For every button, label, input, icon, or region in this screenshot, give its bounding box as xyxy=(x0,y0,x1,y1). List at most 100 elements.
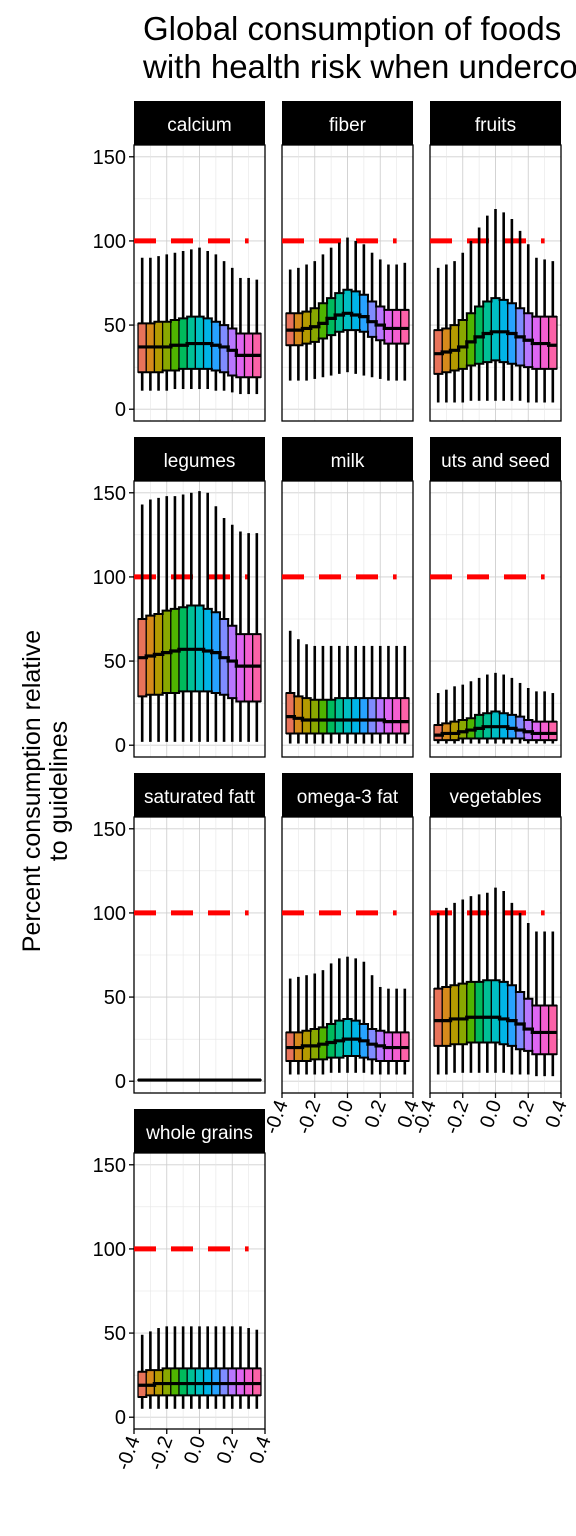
x-tick-label: 0.4 xyxy=(542,1097,572,1131)
facet-panel-whole-grains: whole grains 0 50 100 150 -0.4 -0.2 0.0 0.2 0.4 xyxy=(93,1109,276,1473)
panel-border xyxy=(429,144,562,422)
panel-border xyxy=(429,480,562,758)
hinge-outline-q3 xyxy=(286,692,409,701)
box-milk xyxy=(375,697,386,735)
panel-border xyxy=(281,144,414,422)
box-fiber xyxy=(400,309,410,345)
box-fiber xyxy=(350,290,361,331)
facet-panel-fiber: fiber xyxy=(281,101,414,422)
box-whole-grains xyxy=(252,1367,262,1396)
y-tick-label: 100 xyxy=(93,1239,126,1261)
facet-strip-label: fiber xyxy=(329,115,367,136)
facet-strip-label: saturated fatt xyxy=(144,787,256,808)
box-vegetables xyxy=(548,1004,558,1055)
hinge-outline-q1 xyxy=(286,1054,409,1063)
box-whole-grains xyxy=(161,1367,172,1396)
median-line xyxy=(286,1037,409,1050)
box-whole-grains xyxy=(202,1367,213,1396)
hinge-outline-q3 xyxy=(434,297,557,332)
facet-strip-label: milk xyxy=(331,451,365,472)
facet-strip xyxy=(430,437,561,481)
box-vegetables xyxy=(433,988,443,1047)
box-legumes xyxy=(243,633,254,703)
box-milk xyxy=(359,697,369,735)
box-whole-grains xyxy=(194,1367,205,1396)
hinge-outline-q1 xyxy=(434,359,557,375)
box-milk xyxy=(383,697,394,735)
facet-strip-label: omega-3 fat xyxy=(297,787,399,808)
box-milk xyxy=(400,697,410,735)
box-milk xyxy=(301,697,312,735)
y-tick-label: 0 xyxy=(115,1071,126,1093)
facet-strip xyxy=(134,773,265,817)
facet-panel-fruits: fruits xyxy=(429,101,562,422)
box-whole-grains xyxy=(178,1367,188,1396)
box-whole-grains xyxy=(186,1367,197,1396)
chart-title-line-1: Global consumption of foods xyxy=(143,10,562,47)
facet-strip-label: calcium xyxy=(167,115,231,136)
y-tick-label: 50 xyxy=(104,315,126,337)
median-line xyxy=(138,1381,261,1387)
facet-panel-polyunsaturated-fatty-acids: saturated fatt 0 50 100 150 xyxy=(93,773,266,1094)
box-whole-grains xyxy=(219,1367,229,1396)
box-vegetables xyxy=(466,981,476,1044)
median-line xyxy=(138,647,261,668)
median-line xyxy=(434,1015,557,1035)
box-legumes xyxy=(235,633,246,703)
hinge-outline-q3 xyxy=(138,1367,261,1373)
box-vegetables xyxy=(507,984,517,1047)
facet-strip xyxy=(430,101,561,145)
x-tick-label: 0.0 xyxy=(180,1433,210,1467)
box-milk xyxy=(350,697,361,735)
box-milk xyxy=(309,699,320,735)
x-tick-label: 0.4 xyxy=(246,1433,276,1467)
box-whole-grains xyxy=(170,1367,180,1396)
hinge-outline-q3 xyxy=(138,315,261,335)
box-whole-grains xyxy=(227,1367,238,1396)
facet-strip-label: whole grains xyxy=(145,1123,253,1144)
box-nuts-and-seeds xyxy=(490,710,501,740)
y-tick-label: 150 xyxy=(93,819,126,841)
x-tick-label: -0.4 xyxy=(260,1097,292,1137)
facet-panel-vegetables: vegetables-0.4 -0.2 0.0 0.2 0.4 xyxy=(408,773,572,1137)
box-milk xyxy=(391,697,402,735)
y-tick-label: 150 xyxy=(93,147,126,169)
facet-strip xyxy=(134,1109,265,1153)
hinge-outline-q1 xyxy=(434,1041,557,1056)
box-nuts-and-seeds xyxy=(441,722,452,741)
median-line xyxy=(286,715,409,724)
y-tick-label: 150 xyxy=(93,483,126,505)
panel-border xyxy=(133,816,266,1094)
box-milk xyxy=(367,697,377,735)
y-tick-label: 100 xyxy=(93,903,126,925)
x-tick-label: -0.2 xyxy=(441,1097,473,1137)
hinge-outline-q3 xyxy=(286,1017,409,1034)
box-milk xyxy=(326,699,336,735)
chart-title: Global consumption of foods with health … xyxy=(143,10,576,86)
y-tick-label: 50 xyxy=(104,987,126,1009)
box-whole-grains xyxy=(243,1367,254,1396)
median-line xyxy=(286,311,409,332)
y-tick-label: 100 xyxy=(93,231,126,253)
facet-strip xyxy=(134,437,265,481)
x-tick-label: 0.0 xyxy=(476,1097,506,1131)
hinge-outline-q3 xyxy=(286,288,409,315)
panel-border xyxy=(281,480,414,758)
facet-strip xyxy=(430,773,561,817)
facet-panel-milk: milk xyxy=(281,437,414,758)
box-vegetables xyxy=(449,984,460,1045)
box-fiber xyxy=(359,294,369,333)
y-tick-label: 50 xyxy=(104,1323,126,1345)
hinge-outline-q3 xyxy=(434,710,557,727)
x-tick-label: -0.2 xyxy=(293,1097,325,1137)
box-whole-grains xyxy=(235,1367,246,1396)
hinge-outline-q3 xyxy=(434,979,557,1007)
facet-strip-label: fruits xyxy=(475,115,516,136)
x-tick-label: 0.2 xyxy=(361,1097,391,1131)
box-fruits xyxy=(490,297,501,362)
box-nuts-and-seeds xyxy=(548,721,558,741)
y-tick-label: 0 xyxy=(115,1407,126,1429)
box-seafood-omega-3-fatty-acids xyxy=(342,1018,353,1057)
facet-panel-nuts-and-seeds: uts and seed xyxy=(429,437,562,758)
